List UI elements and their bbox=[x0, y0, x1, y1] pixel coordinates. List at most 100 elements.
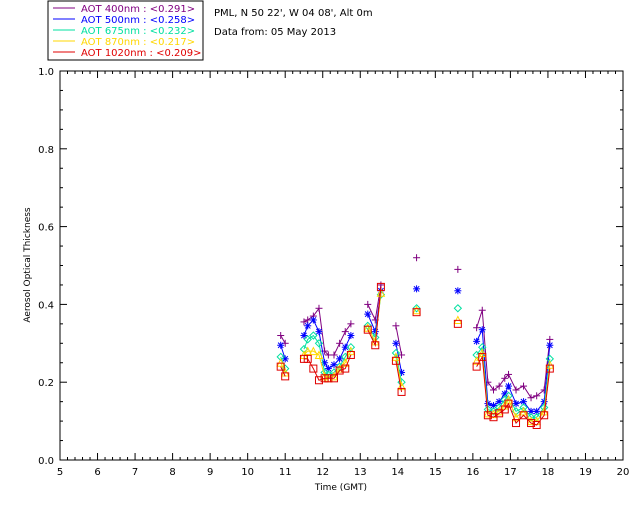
x-tick: 19 bbox=[579, 71, 616, 478]
data-point bbox=[505, 382, 513, 390]
legend-label: AOT 400nm : <0.291> bbox=[81, 4, 195, 15]
x-tick-label: 8 bbox=[169, 467, 175, 478]
data-point bbox=[454, 265, 462, 273]
x-tick: 10 bbox=[241, 71, 279, 478]
x-tick-label: 14 bbox=[391, 467, 404, 478]
x-tick-label: 13 bbox=[354, 467, 367, 478]
data-point bbox=[546, 335, 554, 343]
data-point bbox=[335, 366, 344, 375]
data-point bbox=[478, 352, 487, 361]
data-point bbox=[363, 323, 373, 332]
x-tick: 13 bbox=[354, 71, 391, 478]
site-location: PML, N 50 22', W 04 08', Alt 0m bbox=[214, 8, 373, 19]
series-line bbox=[367, 286, 382, 348]
y-tick: 0.0 bbox=[38, 401, 623, 467]
data-point bbox=[495, 382, 503, 390]
series-line bbox=[395, 343, 403, 373]
data-point bbox=[413, 285, 421, 293]
x-tick-label: 11 bbox=[279, 467, 292, 478]
series-line bbox=[395, 360, 403, 393]
data-point bbox=[315, 304, 323, 312]
data-point bbox=[303, 354, 312, 363]
data-point bbox=[330, 351, 338, 359]
data-point bbox=[412, 305, 421, 315]
legend-label: AOT 1020nm : <0.209> bbox=[81, 48, 201, 59]
data-point bbox=[520, 382, 528, 390]
series-line bbox=[303, 306, 352, 356]
data-point bbox=[376, 288, 386, 297]
data-point bbox=[546, 341, 554, 349]
data-point bbox=[478, 306, 486, 314]
data-point bbox=[346, 342, 356, 352]
series-line bbox=[280, 366, 286, 377]
series-line bbox=[395, 352, 403, 383]
data-point bbox=[341, 343, 349, 351]
x-tick: 16 bbox=[466, 71, 504, 478]
x-tick-label: 12 bbox=[316, 467, 329, 478]
data-point bbox=[453, 304, 463, 313]
x-tick: 7 bbox=[132, 71, 166, 478]
legend-label: AOT 500nm : <0.258> bbox=[81, 15, 195, 26]
data-point bbox=[346, 350, 355, 359]
data-point bbox=[490, 386, 498, 394]
y-tick-label: 1.0 bbox=[38, 67, 54, 78]
data-point bbox=[300, 332, 308, 340]
data-point bbox=[483, 411, 492, 420]
x-tick: 9 bbox=[207, 71, 241, 478]
data-point bbox=[341, 364, 350, 373]
data-point bbox=[512, 419, 521, 428]
legend-entry: AOT 400nm : <0.291> bbox=[53, 4, 195, 15]
legend: AOT 400nm : <0.291>AOT 500nm : <0.258>AO… bbox=[47, 0, 204, 61]
plot-frame bbox=[59, 70, 624, 461]
data-point bbox=[504, 399, 513, 408]
data-point bbox=[527, 394, 535, 402]
y-axis-label: Aerosol Optical Thickness bbox=[23, 207, 33, 323]
legend-label: AOT 675nm : <0.232> bbox=[81, 26, 195, 37]
data-point bbox=[340, 358, 350, 367]
y-tick: 0.2 bbox=[38, 323, 623, 389]
data-point bbox=[398, 351, 406, 359]
x-tick: 12 bbox=[316, 71, 354, 478]
data-point bbox=[277, 332, 285, 340]
series-line bbox=[476, 327, 551, 412]
x-tick: 6 bbox=[94, 71, 129, 478]
data-point bbox=[519, 411, 528, 420]
x-tick: 20 bbox=[617, 71, 630, 478]
data-point bbox=[391, 348, 401, 358]
data-point bbox=[281, 372, 290, 381]
x-tick: 11 bbox=[279, 71, 316, 478]
data-point bbox=[309, 331, 318, 340]
y-axis: 0.0 0.2 0.4 0.6 0.8 1.0 bbox=[38, 67, 623, 467]
data-date: Data from: 05 May 2013 bbox=[214, 27, 336, 38]
data-point bbox=[309, 316, 317, 324]
series-line bbox=[395, 356, 403, 387]
data-point bbox=[314, 350, 324, 359]
series-layer bbox=[276, 254, 555, 429]
x-tick-label: 7 bbox=[132, 467, 138, 478]
series-line bbox=[476, 355, 551, 426]
x-tick-label: 20 bbox=[617, 467, 630, 478]
data-point bbox=[309, 346, 318, 356]
series-5 bbox=[276, 282, 554, 429]
data-point bbox=[533, 407, 541, 415]
data-point bbox=[391, 356, 400, 365]
data-point bbox=[276, 362, 285, 371]
x-tick: 5 bbox=[57, 71, 91, 478]
x-tick-label: 15 bbox=[429, 467, 442, 478]
x-tick: 8 bbox=[169, 71, 204, 478]
x-axis: 5 6 7 8 9 10 11 12 13 14 15 16 17 18 19 20 bbox=[57, 71, 630, 478]
data-point bbox=[364, 300, 372, 308]
data-point bbox=[347, 332, 355, 340]
data-point bbox=[303, 346, 313, 356]
series-line bbox=[395, 325, 403, 356]
data-point bbox=[363, 325, 372, 334]
x-tick-label: 10 bbox=[241, 467, 254, 478]
legend-entry: AOT 870nm : <0.217> bbox=[53, 37, 195, 48]
data-point bbox=[505, 370, 513, 378]
data-point bbox=[453, 319, 462, 328]
site-info: PML, N 50 22', W 04 08', Alt 0m Data fro… bbox=[214, 8, 373, 38]
data-point bbox=[454, 287, 462, 295]
data-point bbox=[277, 341, 285, 349]
legend-entry: AOT 1020nm : <0.209> bbox=[53, 48, 201, 59]
series-line bbox=[303, 354, 352, 381]
